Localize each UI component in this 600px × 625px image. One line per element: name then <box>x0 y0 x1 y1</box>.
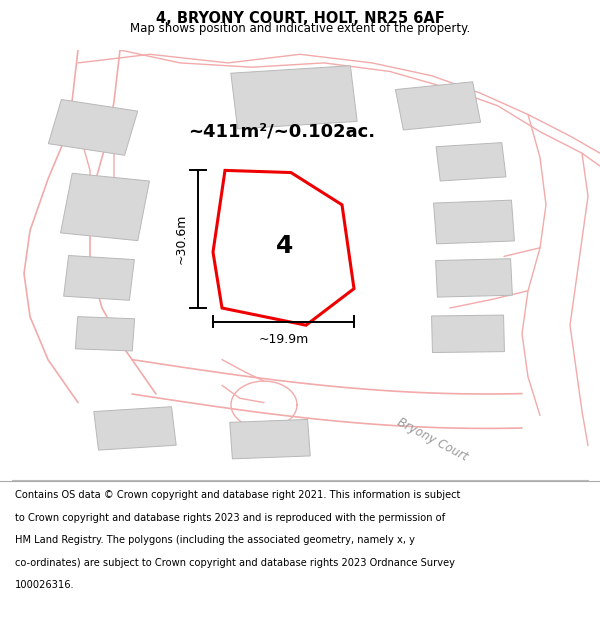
Text: HM Land Registry. The polygons (including the associated geometry, namely x, y: HM Land Registry. The polygons (includin… <box>15 535 415 545</box>
Text: ~30.6m: ~30.6m <box>175 214 188 264</box>
Text: ~19.9m: ~19.9m <box>259 333 308 346</box>
Polygon shape <box>230 419 310 459</box>
Text: Map shows position and indicative extent of the property.: Map shows position and indicative extent… <box>130 22 470 35</box>
Text: to Crown copyright and database rights 2023 and is reproduced with the permissio: to Crown copyright and database rights 2… <box>15 512 445 522</box>
Text: 4, BRYONY COURT, HOLT, NR25 6AF: 4, BRYONY COURT, HOLT, NR25 6AF <box>155 11 445 26</box>
Text: 100026316.: 100026316. <box>15 580 74 590</box>
Text: ~411m²/~0.102ac.: ~411m²/~0.102ac. <box>188 122 376 141</box>
Polygon shape <box>213 171 354 325</box>
Text: co-ordinates) are subject to Crown copyright and database rights 2023 Ordnance S: co-ordinates) are subject to Crown copyr… <box>15 558 455 568</box>
Text: 4: 4 <box>277 234 293 258</box>
Polygon shape <box>231 66 357 129</box>
Text: Bryony Court: Bryony Court <box>395 415 469 463</box>
Polygon shape <box>436 259 512 297</box>
Polygon shape <box>395 82 481 130</box>
Polygon shape <box>64 256 134 300</box>
Polygon shape <box>94 407 176 450</box>
Polygon shape <box>76 317 134 351</box>
Polygon shape <box>436 142 506 181</box>
Polygon shape <box>61 173 149 241</box>
Text: Contains OS data © Crown copyright and database right 2021. This information is : Contains OS data © Crown copyright and d… <box>15 490 460 500</box>
Polygon shape <box>49 99 137 155</box>
Polygon shape <box>222 211 336 281</box>
Polygon shape <box>434 200 514 244</box>
Polygon shape <box>431 315 505 352</box>
